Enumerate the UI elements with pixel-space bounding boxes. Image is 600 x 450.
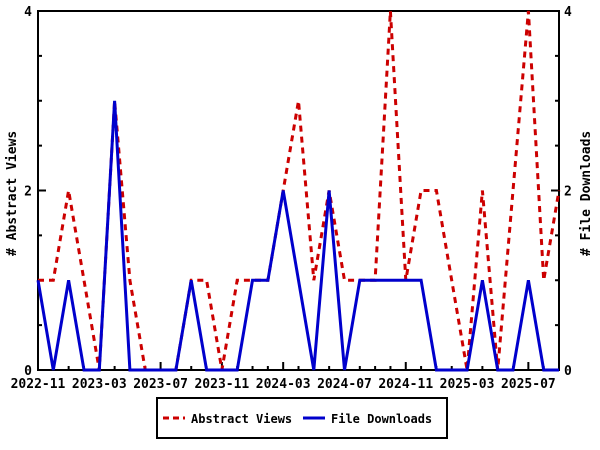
y-axis-title-left: # Abstract Views bbox=[5, 131, 20, 256]
legend-label: Abstract Views bbox=[191, 412, 292, 426]
legend-label: File Downloads bbox=[331, 412, 432, 426]
file-downloads-line bbox=[36, 100, 559, 372]
legend-box bbox=[156, 397, 448, 439]
plot-border bbox=[37, 10, 560, 371]
y-axis-label-left: 2 bbox=[24, 185, 32, 200]
x-axis-label: 2025-07 bbox=[501, 377, 556, 392]
y-axis-label-right: 2 bbox=[564, 185, 572, 200]
x-axis-label: 2022-11 bbox=[11, 377, 66, 392]
x-axis-label: 2025-03 bbox=[440, 377, 495, 392]
x-axis-label: 2023-07 bbox=[133, 377, 188, 392]
y-axis-label-right: 4 bbox=[564, 5, 572, 20]
plot-area: 0 0 2 2 4 4 2022-11 2023-03 2023-07 2023-11 2024-0… bbox=[11, 5, 572, 392]
abstract-views-line bbox=[38, 10, 561, 372]
x-axis-label: 2023-11 bbox=[194, 377, 249, 392]
y-axis-label-left: 0 bbox=[24, 364, 32, 379]
x-axis-label: 2024-03 bbox=[256, 377, 311, 392]
x-axis-label: 2023-03 bbox=[72, 377, 127, 392]
y-axis-label-left: 4 bbox=[24, 5, 32, 20]
x-axis-label: 2024-11 bbox=[378, 377, 433, 392]
chart-legend: Abstract Views File Downloads bbox=[156, 397, 448, 439]
x-axis-label: 2024-07 bbox=[317, 377, 372, 392]
y-axis-label-right: 0 bbox=[564, 364, 572, 379]
y-axis-title-right: # File Downloads bbox=[579, 131, 594, 256]
